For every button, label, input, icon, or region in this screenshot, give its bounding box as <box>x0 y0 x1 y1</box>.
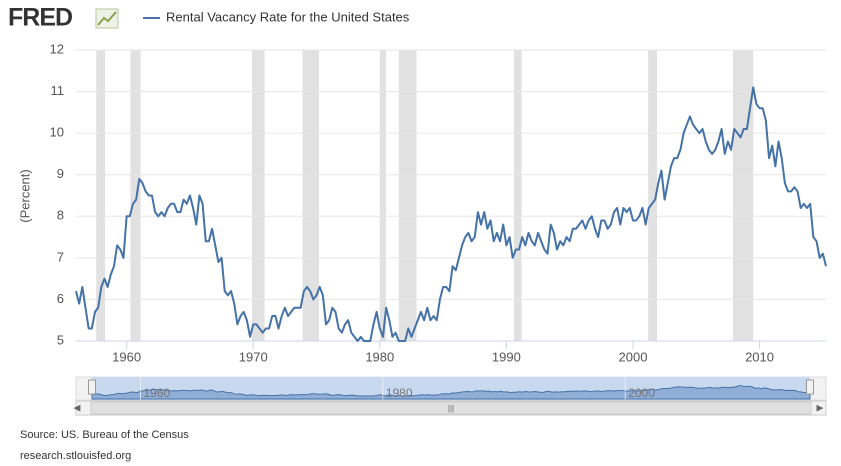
recession-band <box>379 50 387 341</box>
navigator-handle[interactable] <box>88 379 96 395</box>
navigator-tick-label: 1980 <box>386 386 413 400</box>
x-tick-label: 1970 <box>239 349 268 364</box>
navigator-area <box>91 385 811 400</box>
x-tick-label: 1960 <box>112 349 141 364</box>
x-tick-label: 1980 <box>365 349 394 364</box>
navigator-tick-label: 2000 <box>628 386 655 400</box>
scrollbar-thumb[interactable] <box>90 401 812 415</box>
scroll-right[interactable]: ▶ <box>817 402 824 412</box>
x-tick-label: 2000 <box>619 349 648 364</box>
legend-label: Rental Vacancy Rate for the United State… <box>166 9 410 24</box>
scroll-left[interactable]: ◀ <box>74 402 81 412</box>
y-tick-label: 10 <box>50 125 64 140</box>
navigator-handle[interactable] <box>806 379 814 395</box>
navigator-tick-label: 1960 <box>143 386 170 400</box>
series-line <box>75 86 827 342</box>
recession-band <box>96 50 106 341</box>
source: Source: US. Bureau of the Census <box>20 429 189 441</box>
recession-band <box>648 50 658 341</box>
x-tick-label: 1990 <box>492 349 521 364</box>
recession-band <box>130 50 141 341</box>
x-tick-label: 2010 <box>745 349 774 364</box>
recession-band <box>513 50 522 341</box>
recession-band <box>302 50 320 341</box>
logo: FRED <box>8 4 72 32</box>
recession-band <box>732 50 754 341</box>
y-tick-label: 7 <box>57 249 64 264</box>
y-tick-label: 5 <box>57 332 64 347</box>
recession-band <box>398 50 417 341</box>
y-tick-label: 12 <box>50 41 64 56</box>
y-tick-label: 8 <box>57 208 64 223</box>
scrollbar-grip[interactable]: ||| <box>448 404 454 413</box>
recession-band <box>251 50 265 341</box>
y-axis-label: (Percent) <box>17 169 32 222</box>
y-tick-label: 9 <box>57 166 64 181</box>
y-tick-label: 6 <box>57 291 64 306</box>
y-tick-label: 11 <box>51 83 65 98</box>
site: research.stlouisfed.org <box>20 450 131 462</box>
logo-icon <box>95 8 119 29</box>
